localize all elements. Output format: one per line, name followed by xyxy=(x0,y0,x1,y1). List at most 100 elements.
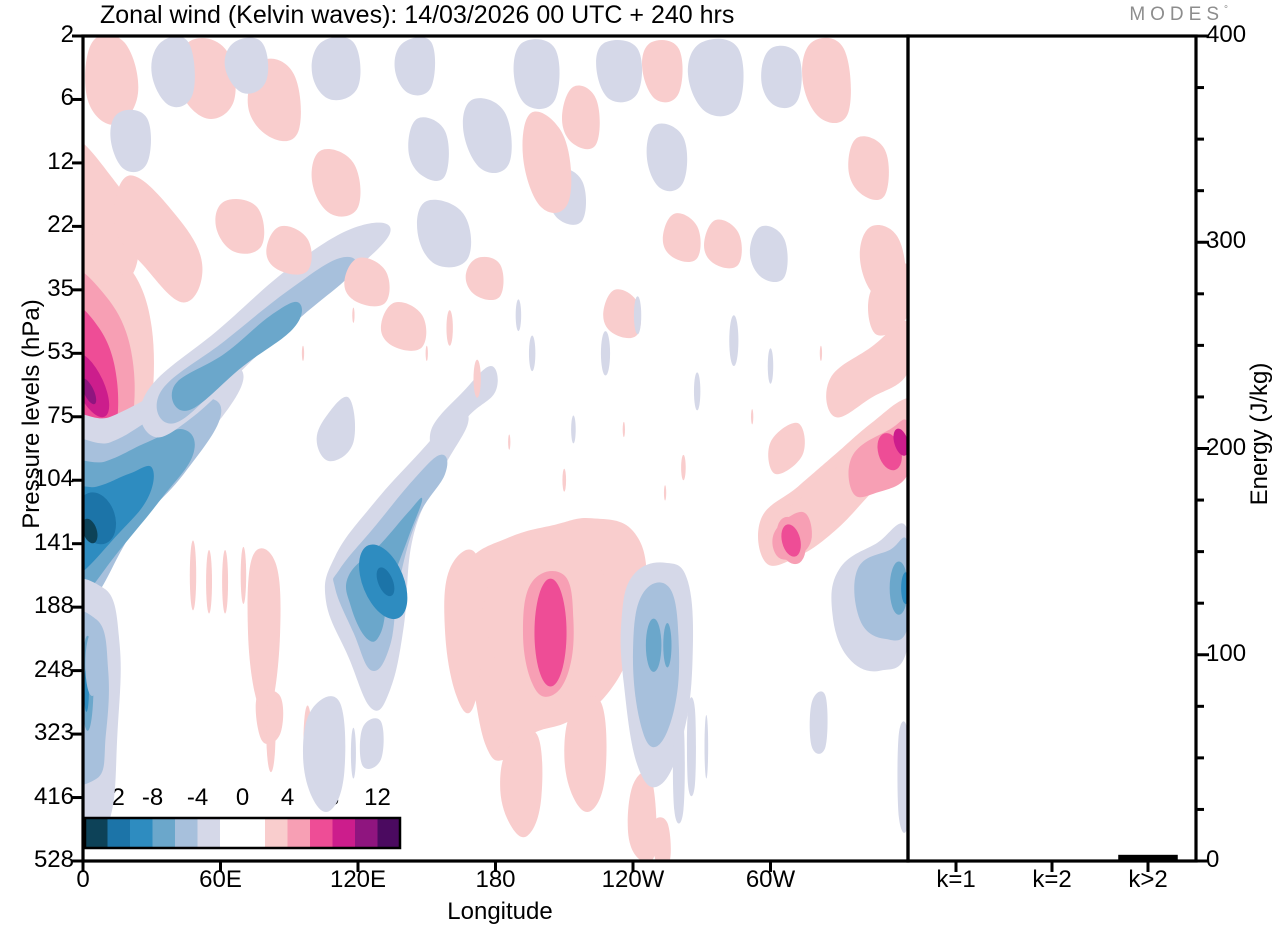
contour-band xyxy=(893,428,908,456)
contour-band xyxy=(564,696,607,812)
contour-band xyxy=(686,697,696,797)
tick-marks xyxy=(72,34,1209,872)
contour-band xyxy=(596,39,643,103)
contour-band xyxy=(761,45,802,109)
colorbar xyxy=(83,816,402,850)
contour-band xyxy=(672,708,685,824)
y-tick-label-right: 300 xyxy=(1206,227,1247,255)
y-tick-label-right: 200 xyxy=(1206,433,1247,461)
colorbar-swatch xyxy=(355,818,379,848)
colorbar-swatch xyxy=(197,818,221,848)
contour-band xyxy=(562,468,567,492)
colorbar-swatch xyxy=(130,818,154,848)
colorbar-swatch xyxy=(242,818,266,848)
contour-band xyxy=(311,36,361,101)
colorbar-swatch xyxy=(107,818,131,848)
y-tick-label-left: 53 xyxy=(47,338,74,366)
y-tick-label-left: 2 xyxy=(60,21,74,48)
contour-band xyxy=(416,199,472,268)
colorbar-swatch xyxy=(152,818,176,848)
contour-band xyxy=(425,345,428,361)
contour-band xyxy=(663,623,672,668)
contour-band xyxy=(633,296,642,335)
contour-band xyxy=(350,727,356,779)
colorbar-swatch xyxy=(310,818,334,848)
contour-band xyxy=(704,715,709,779)
contour-band xyxy=(704,219,742,269)
contour-band xyxy=(693,372,701,411)
contour-band xyxy=(83,610,109,785)
contour-band xyxy=(85,632,100,696)
contour-band xyxy=(206,550,213,614)
contour-band xyxy=(848,136,889,200)
y-tick-label-left: 12 xyxy=(47,147,74,175)
colorbar-tick-label: 12 xyxy=(364,784,391,811)
contour-band xyxy=(622,421,625,438)
contour-band xyxy=(110,109,151,173)
contour-band xyxy=(462,98,512,174)
contour-band xyxy=(266,696,276,773)
contour-band xyxy=(446,310,453,346)
contour-band xyxy=(751,409,754,425)
y-tick-label-right: 0 xyxy=(1206,846,1220,873)
contour-band xyxy=(171,301,302,411)
colorbar-tick-label: 0 xyxy=(235,784,250,811)
colorbar-swatch xyxy=(377,818,401,848)
contour-band xyxy=(571,415,576,444)
y-tick-label-left: 416 xyxy=(33,782,74,810)
contour-band xyxy=(83,518,98,544)
contour-band xyxy=(500,730,543,838)
energy-bars xyxy=(1118,854,1178,861)
x-axis-label: Longitude xyxy=(447,898,553,925)
colorbar-tick-label: 4 xyxy=(280,784,295,811)
modes-logo: MODES° xyxy=(1129,4,1228,26)
contour-band xyxy=(359,718,384,769)
contour-band xyxy=(642,39,683,103)
contour-band xyxy=(303,696,346,812)
y-tick-label-left: 528 xyxy=(33,846,74,873)
contour-band xyxy=(809,691,828,754)
contour-band xyxy=(645,618,662,672)
contour-band xyxy=(781,524,801,557)
contour-band xyxy=(83,378,97,405)
contour-band xyxy=(662,213,701,262)
contour-band xyxy=(316,396,356,462)
colorbar-swatch xyxy=(332,818,356,848)
contour-band xyxy=(240,546,247,604)
contour-band xyxy=(749,225,788,282)
colorbar-swatch xyxy=(175,818,199,848)
colorbar-swatch xyxy=(265,818,289,848)
colorbar-swatch xyxy=(85,818,109,848)
y-tick-label-left: 323 xyxy=(33,719,74,747)
contour-band xyxy=(687,38,744,117)
contour-band xyxy=(85,36,139,125)
modes-logo-mark: ° xyxy=(1224,4,1228,16)
y-tick-label-left: 6 xyxy=(60,84,74,112)
contour-band xyxy=(394,37,436,96)
y-tick-label-left: 104 xyxy=(33,465,74,493)
contour-band xyxy=(522,111,572,213)
contour-band xyxy=(603,289,642,339)
contour-band xyxy=(646,123,688,192)
contour-band xyxy=(222,550,229,614)
contour-band xyxy=(224,37,269,94)
contour-band xyxy=(826,320,908,418)
modes-logo-text: MODES xyxy=(1129,4,1224,25)
contour-band xyxy=(819,345,823,361)
contour-band xyxy=(901,572,908,604)
y-tick-label-right: 100 xyxy=(1206,639,1247,667)
contour-band xyxy=(311,148,361,217)
y-tick-label-left: 22 xyxy=(47,211,74,239)
page-title: Zonal wind (Kelvin waves): 14/03/2026 00… xyxy=(100,1,735,29)
contour-band xyxy=(627,771,657,861)
contour-band xyxy=(767,348,774,384)
contour-band xyxy=(114,175,203,303)
contour-band xyxy=(473,359,481,398)
contour-band xyxy=(380,301,427,351)
y-tick-label-right: 400 xyxy=(1206,21,1247,48)
colorbar-swatch xyxy=(220,818,244,848)
contour-band xyxy=(301,345,305,361)
contour-band xyxy=(83,429,195,597)
contour-band xyxy=(465,256,504,301)
